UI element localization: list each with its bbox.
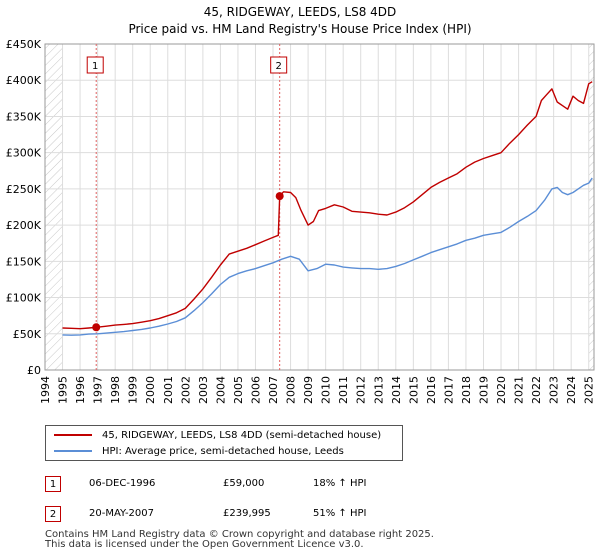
x-tick-label: 2020 xyxy=(495,376,508,404)
sale-row: 2 20-MAY-2007 £239,995 51% ↑ HPI xyxy=(45,506,545,526)
hatched-region xyxy=(588,44,594,370)
x-tick-label: 2001 xyxy=(162,376,175,404)
x-tick-label: 2003 xyxy=(197,376,210,404)
x-tick-label: 2004 xyxy=(214,376,227,404)
price-chart: £0 £50K £100K £150K £200K £250K £300K £350K £400… xyxy=(6,38,596,404)
y-tick-label: £450K xyxy=(6,38,42,51)
y-tick-label: £400K xyxy=(6,74,42,87)
x-tick-label: 1994 xyxy=(39,376,52,404)
legend: 45, RIDGEWAY, LEEDS, LS8 4DD (semi-detac… xyxy=(45,425,403,461)
sale-price: £59,000 xyxy=(223,478,265,489)
sale-point-marker xyxy=(92,323,101,332)
y-tick-label: £100K xyxy=(6,292,42,305)
legend-property-label: 45, RIDGEWAY, LEEDS, LS8 4DD (semi-detac… xyxy=(102,430,382,441)
x-tick-label: 2008 xyxy=(285,376,298,404)
sale-hpi-change: 51% ↑ HPI xyxy=(313,508,367,519)
property-price-line xyxy=(62,81,593,330)
x-tick-label: 2025 xyxy=(583,376,596,404)
y-tick-label: £0 xyxy=(27,364,41,377)
x-tick-label: 2007 xyxy=(267,376,280,404)
x-tick-label: 2024 xyxy=(565,376,578,404)
sale-price: £239,995 xyxy=(223,508,271,519)
legend-item-property: 45, RIDGEWAY, LEEDS, LS8 4DD (semi-detac… xyxy=(54,429,381,443)
x-tick-label: 2023 xyxy=(548,376,561,404)
y-tick-label: £250K xyxy=(6,183,42,196)
sale-date: 06-DEC-1996 xyxy=(89,478,156,489)
x-tick-label: 2017 xyxy=(442,376,455,404)
x-tick-label: 2015 xyxy=(407,376,420,404)
x-tick-label: 1999 xyxy=(127,376,140,404)
x-tick-label: 2021 xyxy=(513,376,526,404)
hatched-region xyxy=(45,44,63,370)
x-tick-label: 2010 xyxy=(320,376,333,404)
x-tick-label: 2011 xyxy=(337,376,350,404)
x-tick-label: 2012 xyxy=(355,376,368,404)
sale-number-badge: 2 xyxy=(45,506,61,522)
x-tick-label: 2018 xyxy=(460,376,473,404)
sale-row: 1 06-DEC-1996 £59,000 18% ↑ HPI xyxy=(45,476,545,496)
x-tick-label: 2013 xyxy=(372,376,385,404)
legend-hpi-swatch xyxy=(54,450,92,452)
legend-item-hpi: HPI: Average price, semi-detached house,… xyxy=(54,445,344,459)
sale-label-number: 1 xyxy=(92,61,98,72)
x-tick-label: 2019 xyxy=(477,376,490,404)
x-tick-label: 2022 xyxy=(530,376,543,404)
x-tick-label: 1997 xyxy=(92,376,105,404)
hpi-line xyxy=(62,177,593,336)
x-tick-label: 2014 xyxy=(390,376,403,404)
chart-title: 45, RIDGEWAY, LEEDS, LS8 4DD xyxy=(203,5,397,19)
footer-copyright: Contains HM Land Registry data © Crown c… xyxy=(45,529,434,540)
sale-label-number: 2 xyxy=(275,61,281,72)
chart-subtitle: Price paid vs. HM Land Registry's House … xyxy=(128,22,472,36)
sale-hpi-change: 18% ↑ HPI xyxy=(313,478,367,489)
legend-property-swatch xyxy=(54,434,92,436)
sale-number-badge: 1 xyxy=(45,476,61,492)
x-tick-label: 2000 xyxy=(144,376,157,404)
y-tick-label: £150K xyxy=(6,255,42,268)
x-tick-label: 2009 xyxy=(302,376,315,404)
footer-licence: This data is licensed under the Open Gov… xyxy=(45,539,364,550)
sale-date: 20-MAY-2007 xyxy=(89,508,155,519)
x-tick-label: 2005 xyxy=(232,376,245,404)
legend-hpi-label: HPI: Average price, semi-detached house,… xyxy=(102,446,344,457)
y-tick-label: £200K xyxy=(6,219,42,232)
plot-frame xyxy=(44,43,595,371)
x-tick-label: 1995 xyxy=(57,376,70,404)
plot-background xyxy=(45,44,594,370)
sale-label-box xyxy=(270,56,288,74)
x-tick-label: 1996 xyxy=(74,376,87,404)
sale-point-marker xyxy=(275,192,284,201)
x-tick-label: 2016 xyxy=(425,376,438,404)
y-tick-label: £300K xyxy=(6,147,42,160)
footer: Contains HM Land Registry data © Crown c… xyxy=(45,530,434,550)
y-tick-label: £50K xyxy=(13,328,42,341)
sale-label-box xyxy=(86,56,104,74)
x-tick-label: 1998 xyxy=(109,376,122,404)
y-tick-label: £350K xyxy=(6,110,42,123)
x-tick-label: 2002 xyxy=(179,376,192,404)
chart-title-block: 45, RIDGEWAY, LEEDS, LS8 4DD Price paid … xyxy=(0,4,600,38)
x-tick-label: 2006 xyxy=(249,376,262,404)
